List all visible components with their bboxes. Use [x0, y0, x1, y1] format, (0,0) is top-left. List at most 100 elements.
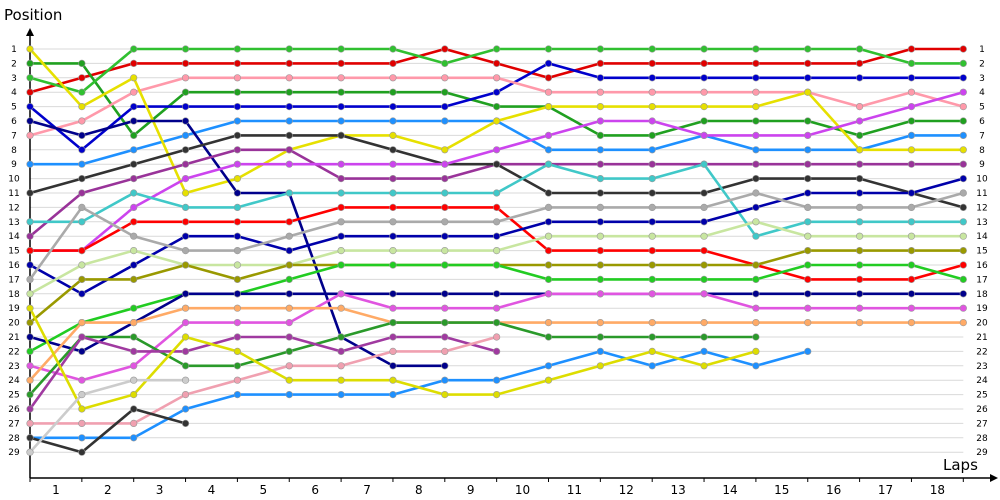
series-line: [26, 319, 760, 399]
data-point: [959, 203, 967, 211]
x-tick-label: 2: [104, 483, 112, 497]
data-point: [78, 189, 86, 197]
x-tick-label: 7: [363, 483, 371, 497]
data-point: [233, 247, 241, 255]
data-point: [285, 59, 293, 68]
series-line: [26, 175, 967, 298]
data-point: [804, 59, 812, 68]
data-point: [648, 189, 656, 197]
data-point: [285, 391, 293, 399]
data-point: [233, 304, 241, 312]
data-point: [907, 304, 916, 312]
data-point: [544, 376, 553, 384]
data-point: [78, 448, 86, 456]
data-point: [493, 290, 501, 298]
data-point: [78, 203, 86, 211]
data-point: [907, 102, 916, 111]
data-point: [544, 261, 553, 269]
data-point: [648, 347, 656, 356]
data-point: [441, 203, 449, 211]
data-point: [648, 319, 656, 327]
y-axis-tick-labels-left: 1234567891011121314151617181920212223242…: [8, 45, 20, 458]
data-point: [389, 45, 397, 53]
data-point: [804, 347, 812, 356]
data-point: [78, 434, 86, 442]
data-point: [26, 347, 34, 356]
x-tick-label: 18: [930, 483, 945, 497]
data-point: [181, 102, 190, 111]
data-point: [233, 45, 241, 53]
data-point: [441, 362, 449, 370]
y-tick-label: 9: [11, 160, 17, 170]
data-point: [181, 391, 190, 399]
data-point: [441, 290, 449, 298]
y-tick-label: 15: [976, 247, 987, 257]
data-point: [596, 175, 604, 183]
data-point: [130, 391, 138, 399]
y-tick-label: 17: [976, 275, 987, 285]
data-point: [389, 146, 397, 154]
series-line: [26, 333, 501, 413]
data-point: [648, 146, 656, 154]
data-point: [752, 290, 760, 298]
data-point: [233, 74, 241, 82]
data-point: [493, 189, 501, 197]
data-point: [78, 261, 86, 269]
data-point: [752, 45, 760, 53]
data-point: [285, 247, 293, 255]
data-point: [752, 175, 760, 183]
data-point: [855, 131, 864, 139]
data-point: [130, 275, 138, 284]
data-point: [544, 232, 553, 240]
data-point: [26, 391, 34, 399]
data-point: [596, 275, 604, 284]
data-point: [130, 74, 138, 82]
data-point: [26, 261, 34, 269]
data-point: [233, 189, 241, 197]
data-point: [78, 333, 86, 341]
x-tick-label: 1: [52, 483, 60, 497]
data-point: [596, 333, 604, 341]
data-point: [907, 45, 916, 53]
data-point: [700, 275, 708, 284]
data-point: [285, 74, 293, 82]
data-point: [285, 376, 293, 384]
y-tick-label: 21: [8, 333, 19, 343]
data-point: [493, 376, 501, 384]
y-tick-label: 5: [11, 103, 17, 113]
data-point: [337, 131, 345, 139]
data-point: [493, 102, 501, 111]
data-point: [907, 146, 916, 154]
data-point: [700, 131, 708, 139]
series-line: [26, 189, 967, 284]
data-point: [493, 88, 501, 96]
data-point: [441, 247, 449, 255]
data-point: [26, 333, 34, 341]
data-point: [959, 175, 967, 183]
data-point: [181, 88, 190, 96]
data-point: [907, 131, 916, 139]
data-point: [804, 131, 812, 139]
data-point: [959, 74, 967, 82]
series-line: [26, 203, 967, 284]
y-tick-label: 23: [976, 362, 987, 372]
series-path: [29, 321, 756, 396]
data-point: [441, 333, 449, 341]
data-point: [181, 189, 190, 197]
data-point: [233, 203, 241, 211]
data-point: [855, 59, 864, 68]
data-point: [285, 261, 293, 269]
data-point: [648, 45, 656, 53]
y-tick-label: 2: [979, 59, 985, 69]
data-point: [648, 160, 656, 168]
data-point: [648, 261, 656, 269]
data-point: [441, 189, 449, 197]
y-tick-label: 26: [8, 405, 20, 415]
data-point: [78, 74, 86, 82]
data-point: [233, 376, 241, 384]
data-point: [544, 160, 553, 168]
data-point: [181, 362, 190, 370]
data-point: [285, 117, 293, 125]
data-point: [130, 333, 138, 341]
data-point: [752, 117, 760, 125]
